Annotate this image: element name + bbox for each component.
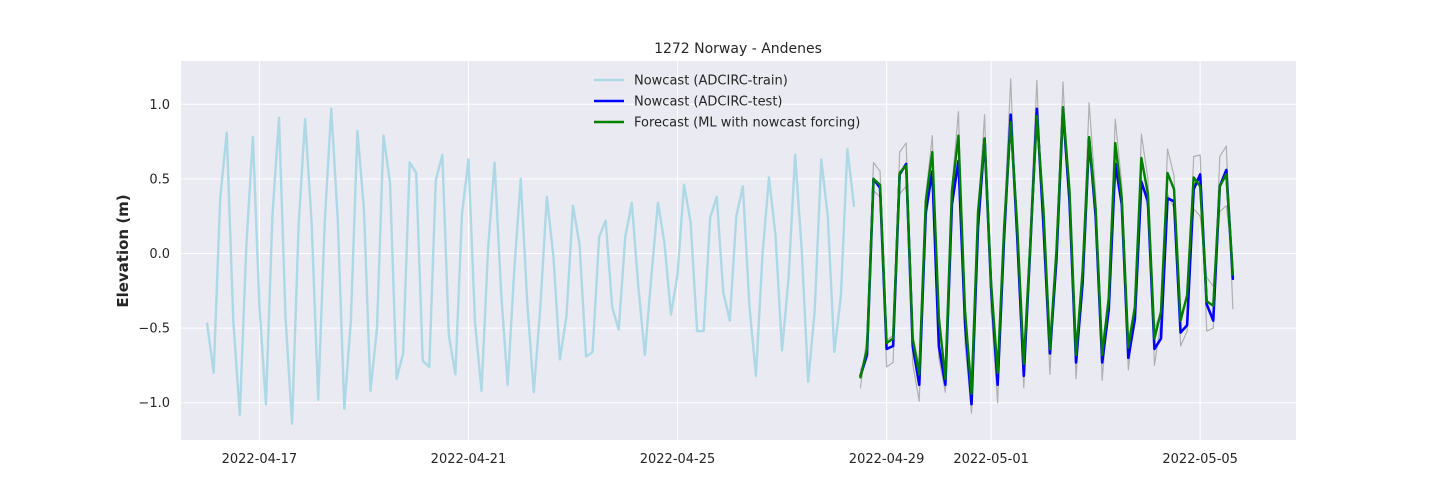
x-tick-label: 2022-04-17 — [222, 452, 298, 467]
grid-lines — [181, 61, 1296, 440]
series-lines — [205, 78, 1235, 425]
y-tick-label: 1.0 — [149, 98, 170, 113]
series-line-forecast — [859, 106, 1235, 395]
chart-title: 1272 Norway - Andenes — [654, 41, 822, 57]
x-tick-label: 2022-05-01 — [953, 452, 1029, 467]
x-tick-label: 2022-04-29 — [849, 452, 925, 467]
x-tick-label: 2022-04-21 — [431, 452, 507, 467]
y-axis-label: Elevation (m) — [114, 194, 132, 307]
x-axis-ticks: 2022-04-17 2022-04-21 2022-04-25 2022-04-29… — [222, 452, 1238, 467]
y-tick-label: 0.5 — [149, 172, 170, 187]
legend-label-test: Nowcast (ADCIRC-test) — [634, 95, 783, 110]
legend: Nowcast (ADCIRC-train) Nowcast (ADCIRC-te… — [594, 74, 860, 131]
legend-label-forecast: Forecast (ML with nowcast forcing) — [634, 116, 860, 131]
y-tick-label: 0.0 — [149, 247, 170, 262]
y-tick-label: −0.5 — [138, 322, 170, 337]
x-tick-label: 2022-05-05 — [1162, 452, 1238, 467]
series-line-train — [205, 107, 856, 425]
y-axis-ticks: −1.0 −0.5 0.0 0.5 1.0 — [138, 98, 170, 411]
legend-label-train: Nowcast (ADCIRC-train) — [634, 74, 788, 89]
x-tick-label: 2022-04-25 — [640, 452, 716, 467]
y-tick-label: −1.0 — [138, 396, 170, 411]
